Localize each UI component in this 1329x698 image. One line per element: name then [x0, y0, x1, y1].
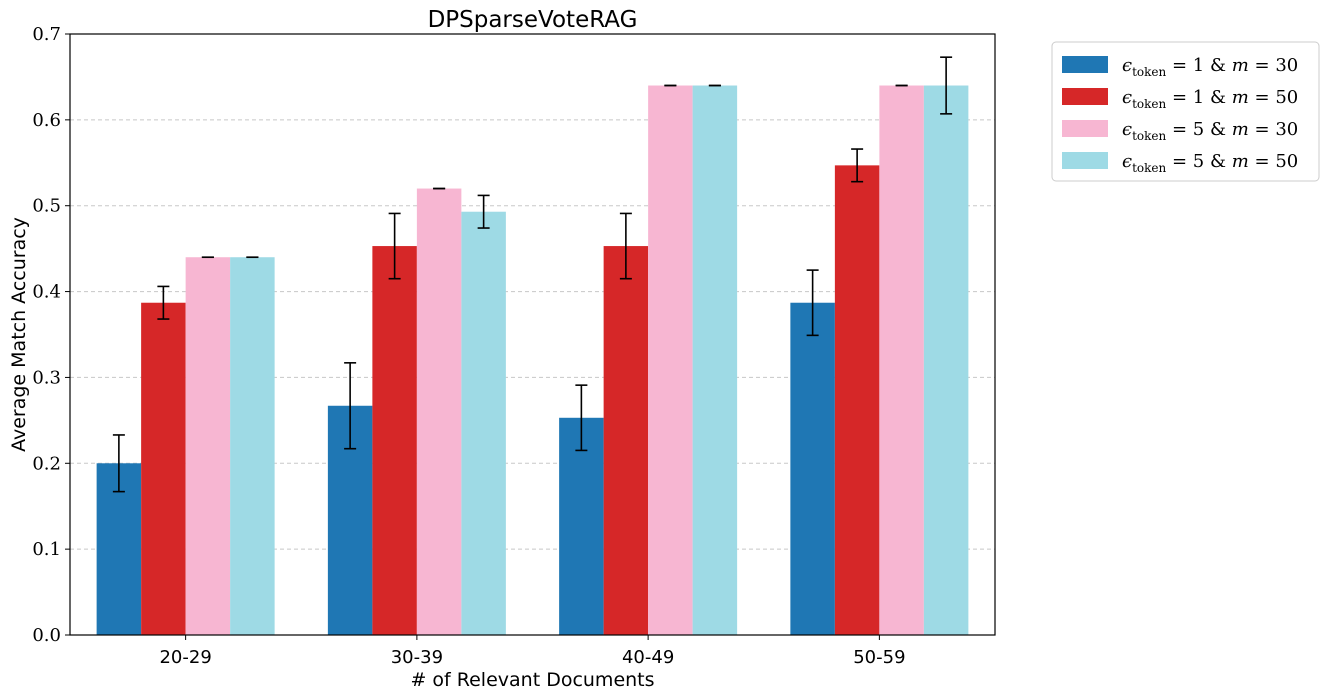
y-tick-label: 0.7: [32, 24, 61, 45]
legend-label: ϵtoken = 5 & m = 30: [1122, 119, 1298, 143]
legend-label-part: m: [1232, 55, 1249, 76]
legend-label-part: = 5: [1166, 119, 1210, 140]
legend-box: [1051, 41, 1320, 182]
y-tick-label: 0.3: [32, 367, 61, 388]
legend-label: ϵtoken = 1 & m = 50: [1122, 87, 1298, 111]
bars: [96, 85, 969, 636]
bar: [648, 85, 693, 635]
legend-label-part: = 5: [1166, 151, 1210, 172]
legend-label-part: m: [1232, 151, 1249, 172]
bar: [790, 302, 835, 635]
legend-label-part: ϵ: [1122, 151, 1132, 172]
y-tick-label: 0.0: [32, 625, 61, 646]
legend-label-part: &: [1210, 87, 1226, 108]
x-tick-label: 30-39: [391, 647, 443, 668]
error-bar: [851, 148, 864, 183]
error-bar: [344, 362, 357, 450]
legend-item: ϵtoken = 1 & m = 30: [1062, 55, 1298, 79]
error-bar: [619, 212, 632, 280]
plot-frame: [69, 33, 996, 636]
x-tick-label: 20-29: [159, 647, 211, 668]
legend-item: ϵtoken = 5 & m = 50: [1062, 151, 1298, 175]
error-bar: [575, 384, 588, 452]
x-tick-label: 50-59: [853, 647, 905, 668]
legend-item: ϵtoken = 5 & m = 30: [1062, 119, 1298, 143]
legend-label-part: &: [1210, 151, 1226, 172]
legend-label-part: = 30: [1249, 119, 1298, 140]
y-axis-ticks: 0.0 0.1 0.2 0.3 0.4 0.5 0.6 0.7: [32, 24, 70, 646]
y-tick-label: 0.4: [32, 282, 61, 303]
legend-label-part: m: [1232, 119, 1249, 140]
bar: [372, 246, 417, 635]
x-tick-label: 40-49: [622, 647, 674, 668]
legend-label-part: &: [1210, 55, 1226, 76]
error-bars: [112, 56, 953, 493]
error-bar: [477, 194, 490, 229]
legend-label-part: = 1: [1166, 87, 1210, 108]
legend-label-part: token: [1132, 161, 1166, 175]
legend-label-part: m: [1232, 87, 1249, 108]
bar: [559, 417, 604, 635]
legend-swatch: [1062, 120, 1108, 137]
y-tick-label: 0.5: [32, 196, 61, 217]
legend-swatch: [1062, 88, 1108, 105]
legend-label-part: ϵ: [1122, 87, 1132, 108]
legend-label-part: = 50: [1249, 87, 1298, 108]
bar: [603, 246, 649, 635]
y-tick-label: 0.6: [32, 110, 61, 131]
legend-label-part: ϵ: [1122, 119, 1132, 140]
bar: [185, 257, 231, 635]
y-tick-label: 0.1: [32, 539, 61, 560]
error-bar: [388, 212, 401, 280]
bar: [879, 85, 924, 635]
y-axis-label: Average Match Accuracy: [8, 217, 30, 452]
bar: [692, 85, 738, 635]
error-bar: [940, 56, 953, 115]
legend-label-part: = 50: [1249, 151, 1298, 172]
legend-label-part: token: [1132, 65, 1166, 79]
legend-swatch: [1062, 56, 1108, 73]
legend-label-part: token: [1132, 129, 1166, 143]
legend-label-part: = 1: [1166, 55, 1210, 76]
x-axis-label: # of Relevant Documents: [410, 669, 654, 691]
x-axis-ticks: 20-29 30-39 40-49 50-59: [159, 635, 906, 668]
legend-label-part: &: [1210, 119, 1226, 140]
error-bar: [157, 285, 170, 320]
legend-label-part: token: [1132, 97, 1166, 111]
bar: [461, 211, 506, 635]
legend-label-part: = 30: [1249, 55, 1298, 76]
legend-item: ϵtoken = 1 & m = 50: [1062, 87, 1298, 111]
error-bar: [112, 434, 125, 493]
bar: [141, 302, 186, 635]
bar: [416, 188, 462, 636]
legend-label: ϵtoken = 1 & m = 30: [1122, 55, 1298, 79]
error-bar: [806, 269, 819, 337]
bar: [923, 85, 969, 635]
legend-label: ϵtoken = 5 & m = 50: [1122, 151, 1298, 175]
bar: [230, 257, 275, 635]
bar: [834, 165, 880, 635]
legend-label-part: ϵ: [1122, 55, 1132, 76]
y-tick-label: 0.2: [32, 453, 61, 474]
chart-title: DPSparseVoteRAG: [428, 7, 638, 33]
legend-swatch: [1062, 152, 1108, 169]
